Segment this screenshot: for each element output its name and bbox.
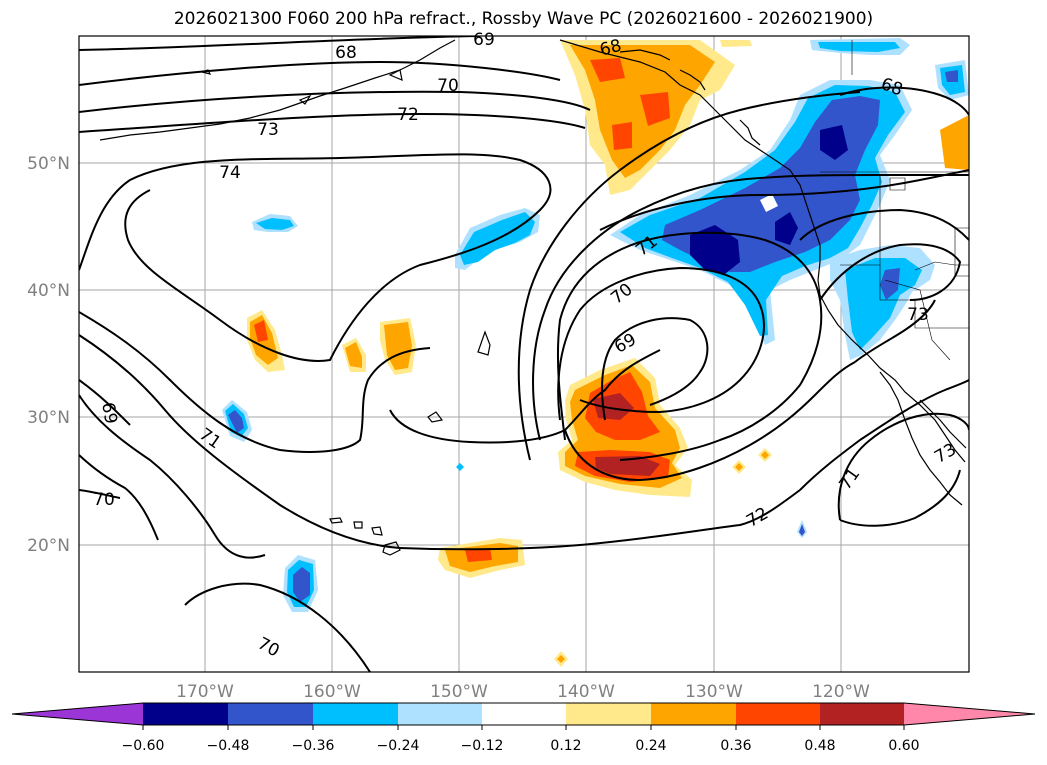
contour-label: 68: [335, 43, 357, 63]
lon-label-130w: 130°W: [685, 682, 743, 702]
colorbar-tick-label: −0.24: [377, 738, 420, 754]
colorbar-segment: [736, 703, 821, 725]
contour-label: 70: [93, 490, 115, 510]
longitude-labels: 170°W 160°W 150°W 140°W 130°W 120°W: [176, 682, 870, 702]
colorbar-segment: [143, 703, 229, 725]
colorbar: −0.60 −0.48 −0.36 −0.24 −0.12 0.12 0.24 …: [11, 702, 1036, 754]
lat-label-40n: 40°N: [27, 281, 70, 301]
colorbar-tick-label: −0.48: [207, 738, 250, 754]
colorbar-segment: [228, 703, 314, 725]
colorbar-over-arrow: [904, 703, 1035, 725]
colorbar-tick-label: −0.36: [292, 738, 335, 754]
colorbar-tick-label: 0.60: [888, 738, 919, 754]
colorbar-tick-label: −0.60: [122, 738, 165, 754]
positive-anomaly-regions: [247, 40, 969, 667]
contour-label: 73: [257, 120, 279, 140]
contour-label: 72: [397, 105, 419, 125]
colorbar-tick-label: 0.24: [635, 738, 666, 754]
lon-label-150w: 150°W: [430, 682, 488, 702]
contour-label: 69: [97, 401, 120, 426]
lon-label-160w: 160°W: [303, 682, 361, 702]
contour-label: 69: [473, 30, 495, 50]
contour-label: 74: [219, 163, 241, 183]
map-title: 2026021300 F060 200 hPa refract., Rossby…: [173, 9, 874, 29]
colorbar-segment: [313, 703, 399, 725]
map-frame: [78, 35, 970, 673]
latitude-labels: 50°N 40°N 30°N 20°N: [27, 154, 70, 556]
lon-label-140w: 140°W: [557, 682, 615, 702]
colorbar-segment: [398, 703, 483, 725]
lon-label-120w: 120°W: [812, 682, 870, 702]
colorbar-segment: [651, 703, 737, 725]
lat-label-30n: 30°N: [27, 408, 70, 428]
colorbar-under-arrow: [12, 703, 144, 725]
colorbar-segment: [482, 703, 567, 725]
colorbar-tick-label: 0.36: [720, 738, 751, 754]
lon-label-170w: 170°W: [176, 682, 234, 702]
colorbar-tick-label: −0.12: [461, 738, 504, 754]
lat-label-20n: 20°N: [27, 536, 70, 556]
contour-label: 73: [907, 305, 929, 325]
negative-anomaly-regions: [222, 38, 969, 612]
lat-label-50n: 50°N: [27, 154, 70, 174]
colorbar-segment: [820, 703, 905, 725]
colorbar-tick-label: 0.48: [804, 738, 835, 754]
refractivity-contours: [79, 36, 969, 672]
colorbar-segment: [566, 703, 652, 725]
contour-label: 70: [437, 76, 459, 96]
colorbar-tick-label: 0.12: [550, 738, 581, 754]
